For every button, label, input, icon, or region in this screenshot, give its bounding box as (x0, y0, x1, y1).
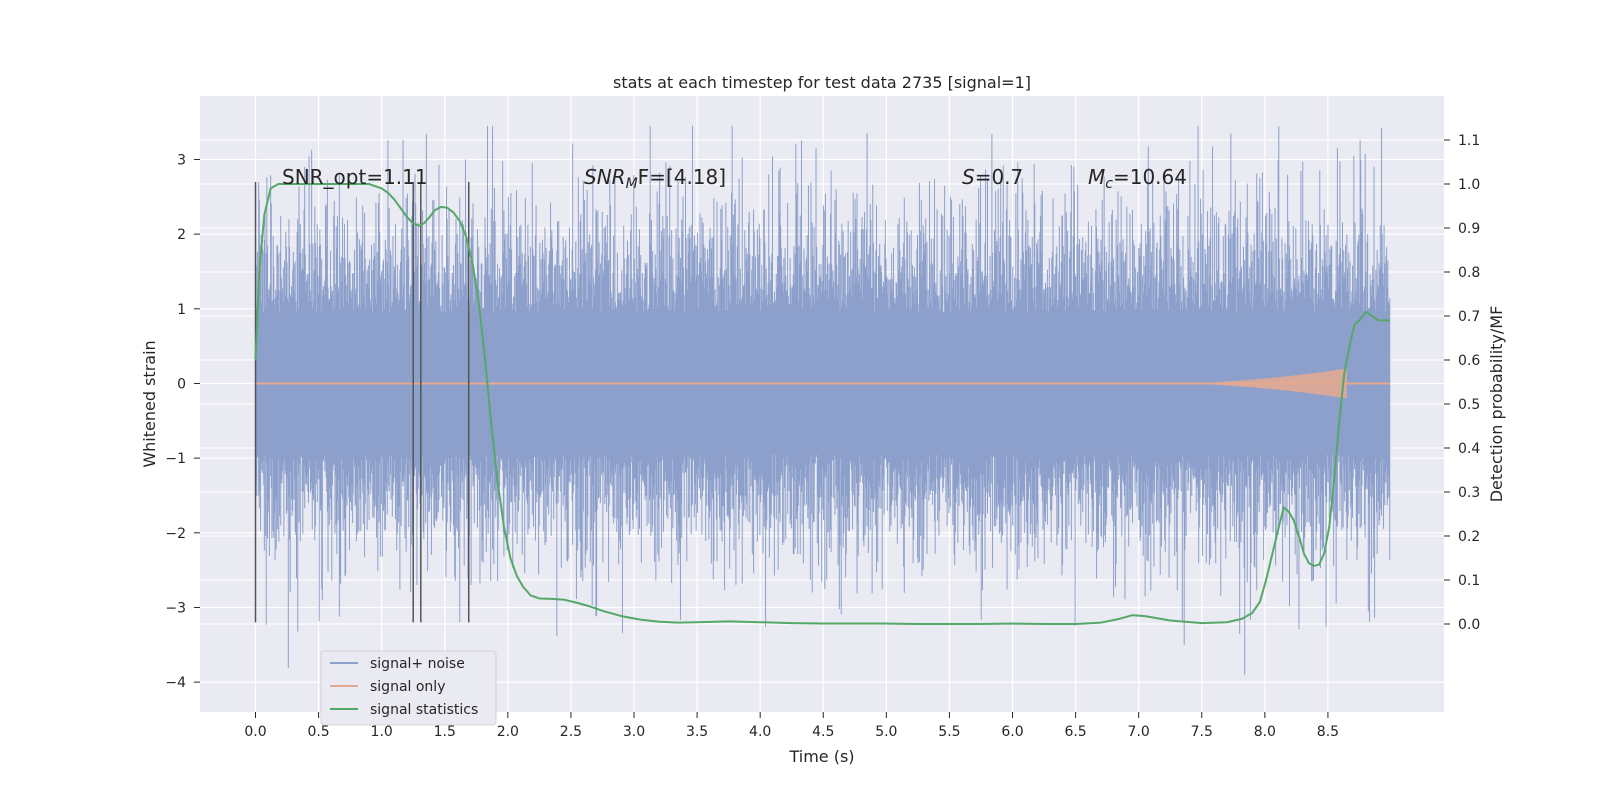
x-tick-label: 7.5 (1191, 724, 1213, 740)
x-tick-label: 1.5 (434, 724, 456, 740)
chart-title: stats at each timestep for test data 273… (613, 73, 1031, 92)
right-axis-label: Detection probability/MF (1487, 306, 1506, 503)
right-tick-label: 1.1 (1458, 133, 1480, 149)
x-tick-label: 2.5 (560, 724, 582, 740)
vertical-markers (254, 181, 470, 623)
x-tick-label: 6.0 (1001, 724, 1023, 740)
x-axis-ticks: 0.0 0.5 1.0 1.5 2.0 2.5 3.0 3.5 4.0 4.5 5.0 5.5 6.0 6… (244, 712, 1339, 740)
y-tick-label: −4 (165, 675, 186, 691)
snr-mf-rest: F=[4.18] (638, 165, 726, 189)
right-tick-label: 0.7 (1458, 309, 1480, 325)
y-tick-label: 2 (177, 227, 186, 243)
x-tick-label: 4.0 (749, 724, 771, 740)
right-tick-label: 0.8 (1458, 265, 1480, 281)
y-axis-label: Whitened strain (140, 340, 159, 467)
mc-annotation: Mc=10.64 (1088, 165, 1187, 192)
x-tick-label: 4.5 (812, 724, 834, 740)
y-tick-label: 0 (177, 376, 186, 392)
s-rest: =0.7 (975, 165, 1024, 189)
legend-box (320, 650, 497, 726)
x-tick-label: 0.0 (244, 724, 266, 740)
x-tick-label: 8.0 (1254, 724, 1276, 740)
snr-mf-annotation: SNRMF=[4.18] (584, 165, 726, 192)
snr-opt-annotation: SNR_opt=1.11 (282, 165, 428, 189)
right-axis-ticks: 0.0 0.1 0.2 0.3 0.4 0.5 0.6 0.7 0.8 0.9 1.0 1.1 (1444, 133, 1480, 633)
y-tick-label: −2 (165, 526, 186, 542)
signal-only-chirp (1189, 368, 1347, 399)
y-tick-label: 3 (177, 152, 186, 168)
snr-mf-name: SNR (584, 165, 626, 189)
right-tick-label: 1.0 (1458, 177, 1480, 193)
y-axis-ticks: −4 −3 −2 −1 0 1 2 3 (165, 152, 200, 691)
mc-name: M (1088, 165, 1105, 189)
plot-area (200, 96, 1444, 712)
x-tick-label: 0.5 (307, 724, 329, 740)
y-tick-label: −1 (165, 451, 186, 467)
right-tick-label: 0.6 (1458, 353, 1480, 369)
s-annotation: S=0.7 (962, 165, 1023, 189)
x-tick-label: 1.0 (371, 724, 393, 740)
right-tick-label: 0.9 (1458, 221, 1480, 237)
x-tick-label: 3.5 (686, 724, 708, 740)
legend-label-signal-noise: signal+ noise (370, 656, 465, 672)
x-tick-label: 5.0 (875, 724, 897, 740)
x-tick-label: 6.5 (1064, 724, 1086, 740)
annotations: SNR_opt=1.11 SNRMF=[4.18] S=0.7 Mc=10.64 (282, 165, 1187, 192)
s-name: S (962, 165, 975, 189)
x-tick-label: 8.5 (1317, 724, 1339, 740)
y-tick-label: 1 (177, 302, 186, 318)
right-tick-label: 0.1 (1458, 573, 1480, 589)
legend-label-signal-only: signal only (370, 679, 445, 695)
x-axis-label: Time (s) (788, 747, 854, 766)
right-tick-label: 0.2 (1458, 529, 1480, 545)
signal-only-series (255, 368, 1390, 399)
mc-sub: c (1105, 176, 1113, 192)
x-tick-label: 5.5 (938, 724, 960, 740)
y-tick-label: −3 (165, 600, 186, 616)
right-tick-label: 0.3 (1458, 485, 1480, 501)
legend-label-signal-statistics: signal statistics (370, 702, 478, 718)
right-tick-label: 0.5 (1458, 397, 1480, 413)
signal-statistics-line (254, 183, 1390, 625)
right-tick-label: 0.0 (1458, 617, 1480, 633)
x-tick-label: 3.0 (623, 724, 645, 740)
x-tick-label: 7.0 (1128, 724, 1150, 740)
x-tick-label: 2.0 (497, 724, 519, 740)
legend: signal+ noise signal only signal statist… (320, 650, 497, 726)
right-tick-label: 0.4 (1458, 441, 1480, 457)
signal-statistics-series (254, 183, 1390, 625)
snr-mf-sub: M (626, 176, 638, 192)
mc-rest: =10.64 (1113, 165, 1187, 189)
